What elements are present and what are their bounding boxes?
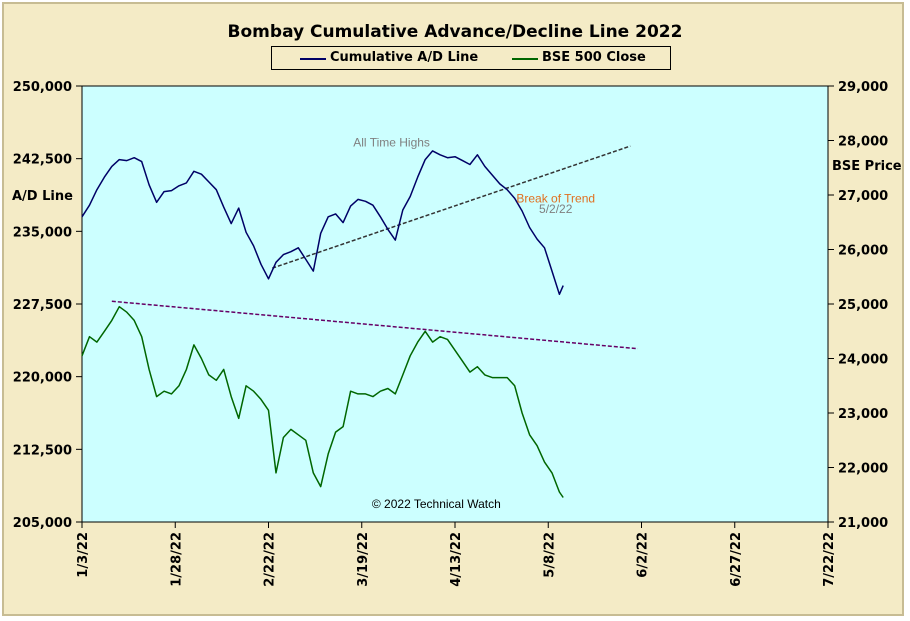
y-right-tick-label: 25,000 bbox=[838, 298, 888, 313]
series-line bbox=[81, 150, 564, 296]
y-left-tick-label: 227,500 bbox=[13, 298, 72, 313]
x-tick-label: 6/2/22 bbox=[636, 532, 651, 578]
y-right-tick-label: 21,000 bbox=[838, 516, 888, 531]
y-left-tick-label: 212,500 bbox=[13, 443, 72, 458]
x-tick-label: 4/13/22 bbox=[449, 532, 464, 587]
y-right-tick-label: 26,000 bbox=[838, 244, 888, 259]
y-left-tick-label: 220,000 bbox=[13, 371, 72, 386]
y-right-tick-label: 27,000 bbox=[838, 189, 888, 204]
chart-annotation: All Time Highs bbox=[353, 136, 430, 150]
y-left-tick-label: 242,500 bbox=[13, 153, 72, 168]
legend-swatch-bse bbox=[512, 58, 538, 60]
chart-title: Bombay Cumulative Advance/Decline Line 2… bbox=[227, 22, 683, 42]
y-left-tick-label: 250,000 bbox=[13, 80, 72, 95]
x-tick-label: 3/19/22 bbox=[356, 532, 371, 587]
legend-swatch-ad-line bbox=[300, 58, 326, 60]
x-tick-label: 2/22/22 bbox=[263, 532, 278, 587]
x-tick-label: 1/28/22 bbox=[169, 532, 184, 587]
trendline bbox=[271, 145, 631, 269]
series-line bbox=[81, 305, 564, 498]
y-right-tick-label: 22,000 bbox=[838, 462, 888, 477]
x-tick-label: 6/27/22 bbox=[729, 532, 744, 587]
y-right-tick-label: 24,000 bbox=[838, 353, 888, 368]
y-axis-left-label: A/D Line bbox=[12, 189, 73, 204]
legend-label-bse: BSE 500 Close bbox=[542, 50, 646, 65]
x-tick-label: 5/8/22 bbox=[542, 532, 557, 578]
y-left-tick-label: 235,000 bbox=[13, 225, 72, 240]
y-right-tick-label: 29,000 bbox=[838, 80, 888, 95]
chart-legend: Cumulative A/D Line BSE 500 Close bbox=[271, 46, 671, 70]
x-tick-label: 1/3/22 bbox=[76, 532, 91, 578]
chart-annotation: 5/2/22 bbox=[539, 202, 573, 216]
y-axis-right-label: BSE Price bbox=[832, 159, 902, 174]
x-tick-label: 7/22/22 bbox=[822, 532, 837, 587]
plot-area bbox=[81, 85, 829, 523]
trendline bbox=[111, 300, 638, 350]
y-right-tick-label: 23,000 bbox=[838, 407, 888, 422]
legend-label-ad-line: Cumulative A/D Line bbox=[330, 50, 479, 65]
y-right-tick-label: 28,000 bbox=[838, 135, 888, 150]
chart-annotation: © 2022 Technical Watch bbox=[372, 497, 501, 511]
y-left-tick-label: 205,000 bbox=[13, 516, 72, 531]
chart-annotation: Break of Trend bbox=[516, 191, 595, 205]
